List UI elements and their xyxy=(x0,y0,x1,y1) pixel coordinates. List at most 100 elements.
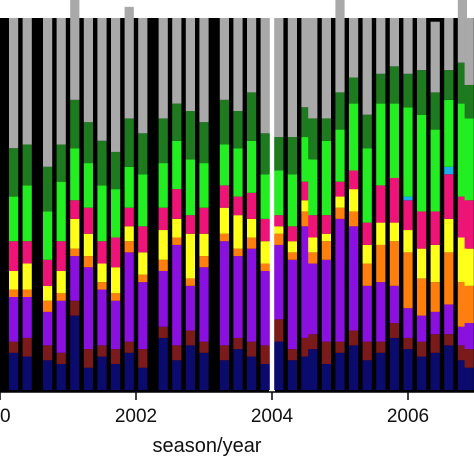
x-tick-label: 2006 xyxy=(387,406,429,427)
bar-segment xyxy=(219,18,229,100)
bar-segment xyxy=(389,66,399,104)
bar-segment xyxy=(111,300,121,350)
bar-segment xyxy=(321,363,331,390)
bar-segment xyxy=(274,170,284,216)
bar-segment xyxy=(70,315,80,390)
bar-segment xyxy=(43,300,53,312)
bar-segment xyxy=(158,118,168,164)
bar-segment xyxy=(287,137,297,175)
bar-segment xyxy=(274,18,284,138)
bar-segment xyxy=(349,18,359,78)
bar-segment xyxy=(349,170,359,190)
bar-segment xyxy=(138,252,148,275)
bar-segment xyxy=(260,263,270,271)
bar-segment xyxy=(430,352,440,390)
bar-segment xyxy=(417,315,427,342)
bar-segment xyxy=(219,99,229,145)
bar-segment xyxy=(83,256,93,268)
bar-segment xyxy=(464,18,474,85)
bar-segment xyxy=(247,341,257,357)
bar-segment xyxy=(70,148,80,201)
bar-segment xyxy=(124,252,134,342)
bar-segment xyxy=(219,207,229,234)
bar-segment xyxy=(70,99,80,149)
bar-segment xyxy=(457,345,467,361)
bar-segment xyxy=(9,352,19,390)
bar-segment xyxy=(260,270,270,346)
bar-segment xyxy=(111,267,121,294)
bar-segment xyxy=(430,211,440,245)
bar-segment xyxy=(138,174,148,227)
bar-segment xyxy=(185,18,195,111)
bar-segment xyxy=(172,189,182,219)
bar-segment xyxy=(349,103,359,171)
bar-segment xyxy=(185,233,195,279)
bar-segment xyxy=(430,92,440,130)
bar-segment xyxy=(430,21,440,93)
bar-segment xyxy=(417,356,427,390)
bar-segment xyxy=(124,207,134,227)
bar-segment xyxy=(464,323,474,350)
bar-segment xyxy=(335,129,345,182)
bar-segment xyxy=(199,256,209,268)
bar-segment xyxy=(247,92,257,141)
bar-segment xyxy=(308,159,318,216)
bar-segment xyxy=(138,226,148,253)
bar-segment xyxy=(247,18,257,93)
bar-segment xyxy=(185,159,195,216)
bar-segment xyxy=(124,166,134,208)
bar-segment xyxy=(22,263,32,290)
bar-segment xyxy=(260,218,270,242)
bar-segment xyxy=(403,200,413,231)
bar-segment xyxy=(56,181,66,242)
bar-segment xyxy=(9,18,19,149)
bar-segment xyxy=(274,319,284,342)
bar-segment xyxy=(111,189,121,238)
bar-segment xyxy=(287,174,297,227)
bar-segment xyxy=(124,341,134,353)
bar-segment xyxy=(9,241,19,271)
bar-segment xyxy=(219,185,229,208)
bar-segment xyxy=(457,237,467,283)
bar-segment xyxy=(172,345,182,361)
bar-segment xyxy=(444,70,454,100)
bar-segment xyxy=(335,196,345,208)
bar-segment xyxy=(22,185,32,242)
bar-segment xyxy=(97,289,107,346)
bar-segment xyxy=(111,363,121,390)
bar-segment xyxy=(233,349,243,390)
bar-segment xyxy=(185,330,195,346)
bar-segment xyxy=(362,114,372,149)
bar-segment xyxy=(56,270,66,294)
bar-segment xyxy=(444,18,454,71)
bar-segment xyxy=(301,107,311,138)
bar-segment xyxy=(43,360,53,390)
bar-segment xyxy=(308,118,318,160)
bar-segment xyxy=(362,148,372,223)
bar-segment xyxy=(56,363,66,390)
bar-segment xyxy=(287,349,297,361)
bar-segment xyxy=(247,237,257,249)
bar-stacks xyxy=(0,0,474,392)
bar-segment xyxy=(321,140,331,216)
bar-segment xyxy=(457,282,467,327)
bar-segment xyxy=(321,241,331,260)
bar-segment xyxy=(219,241,229,346)
bar-segment xyxy=(464,118,474,201)
bar-segment xyxy=(301,226,311,338)
bar-segment xyxy=(430,311,440,335)
bar-segment xyxy=(457,0,467,63)
bar-segment xyxy=(83,267,93,350)
bar-segment xyxy=(260,345,270,364)
bar-segment xyxy=(389,323,399,338)
bar-segment xyxy=(444,252,454,305)
bar-segment xyxy=(22,18,32,145)
bar-segment xyxy=(417,278,427,316)
bar-segment xyxy=(83,349,93,368)
bar-segment xyxy=(43,345,53,361)
bar-segment xyxy=(389,103,399,178)
bar-segment xyxy=(219,345,229,361)
bar-segment xyxy=(335,341,345,353)
bar-segment xyxy=(56,352,66,364)
